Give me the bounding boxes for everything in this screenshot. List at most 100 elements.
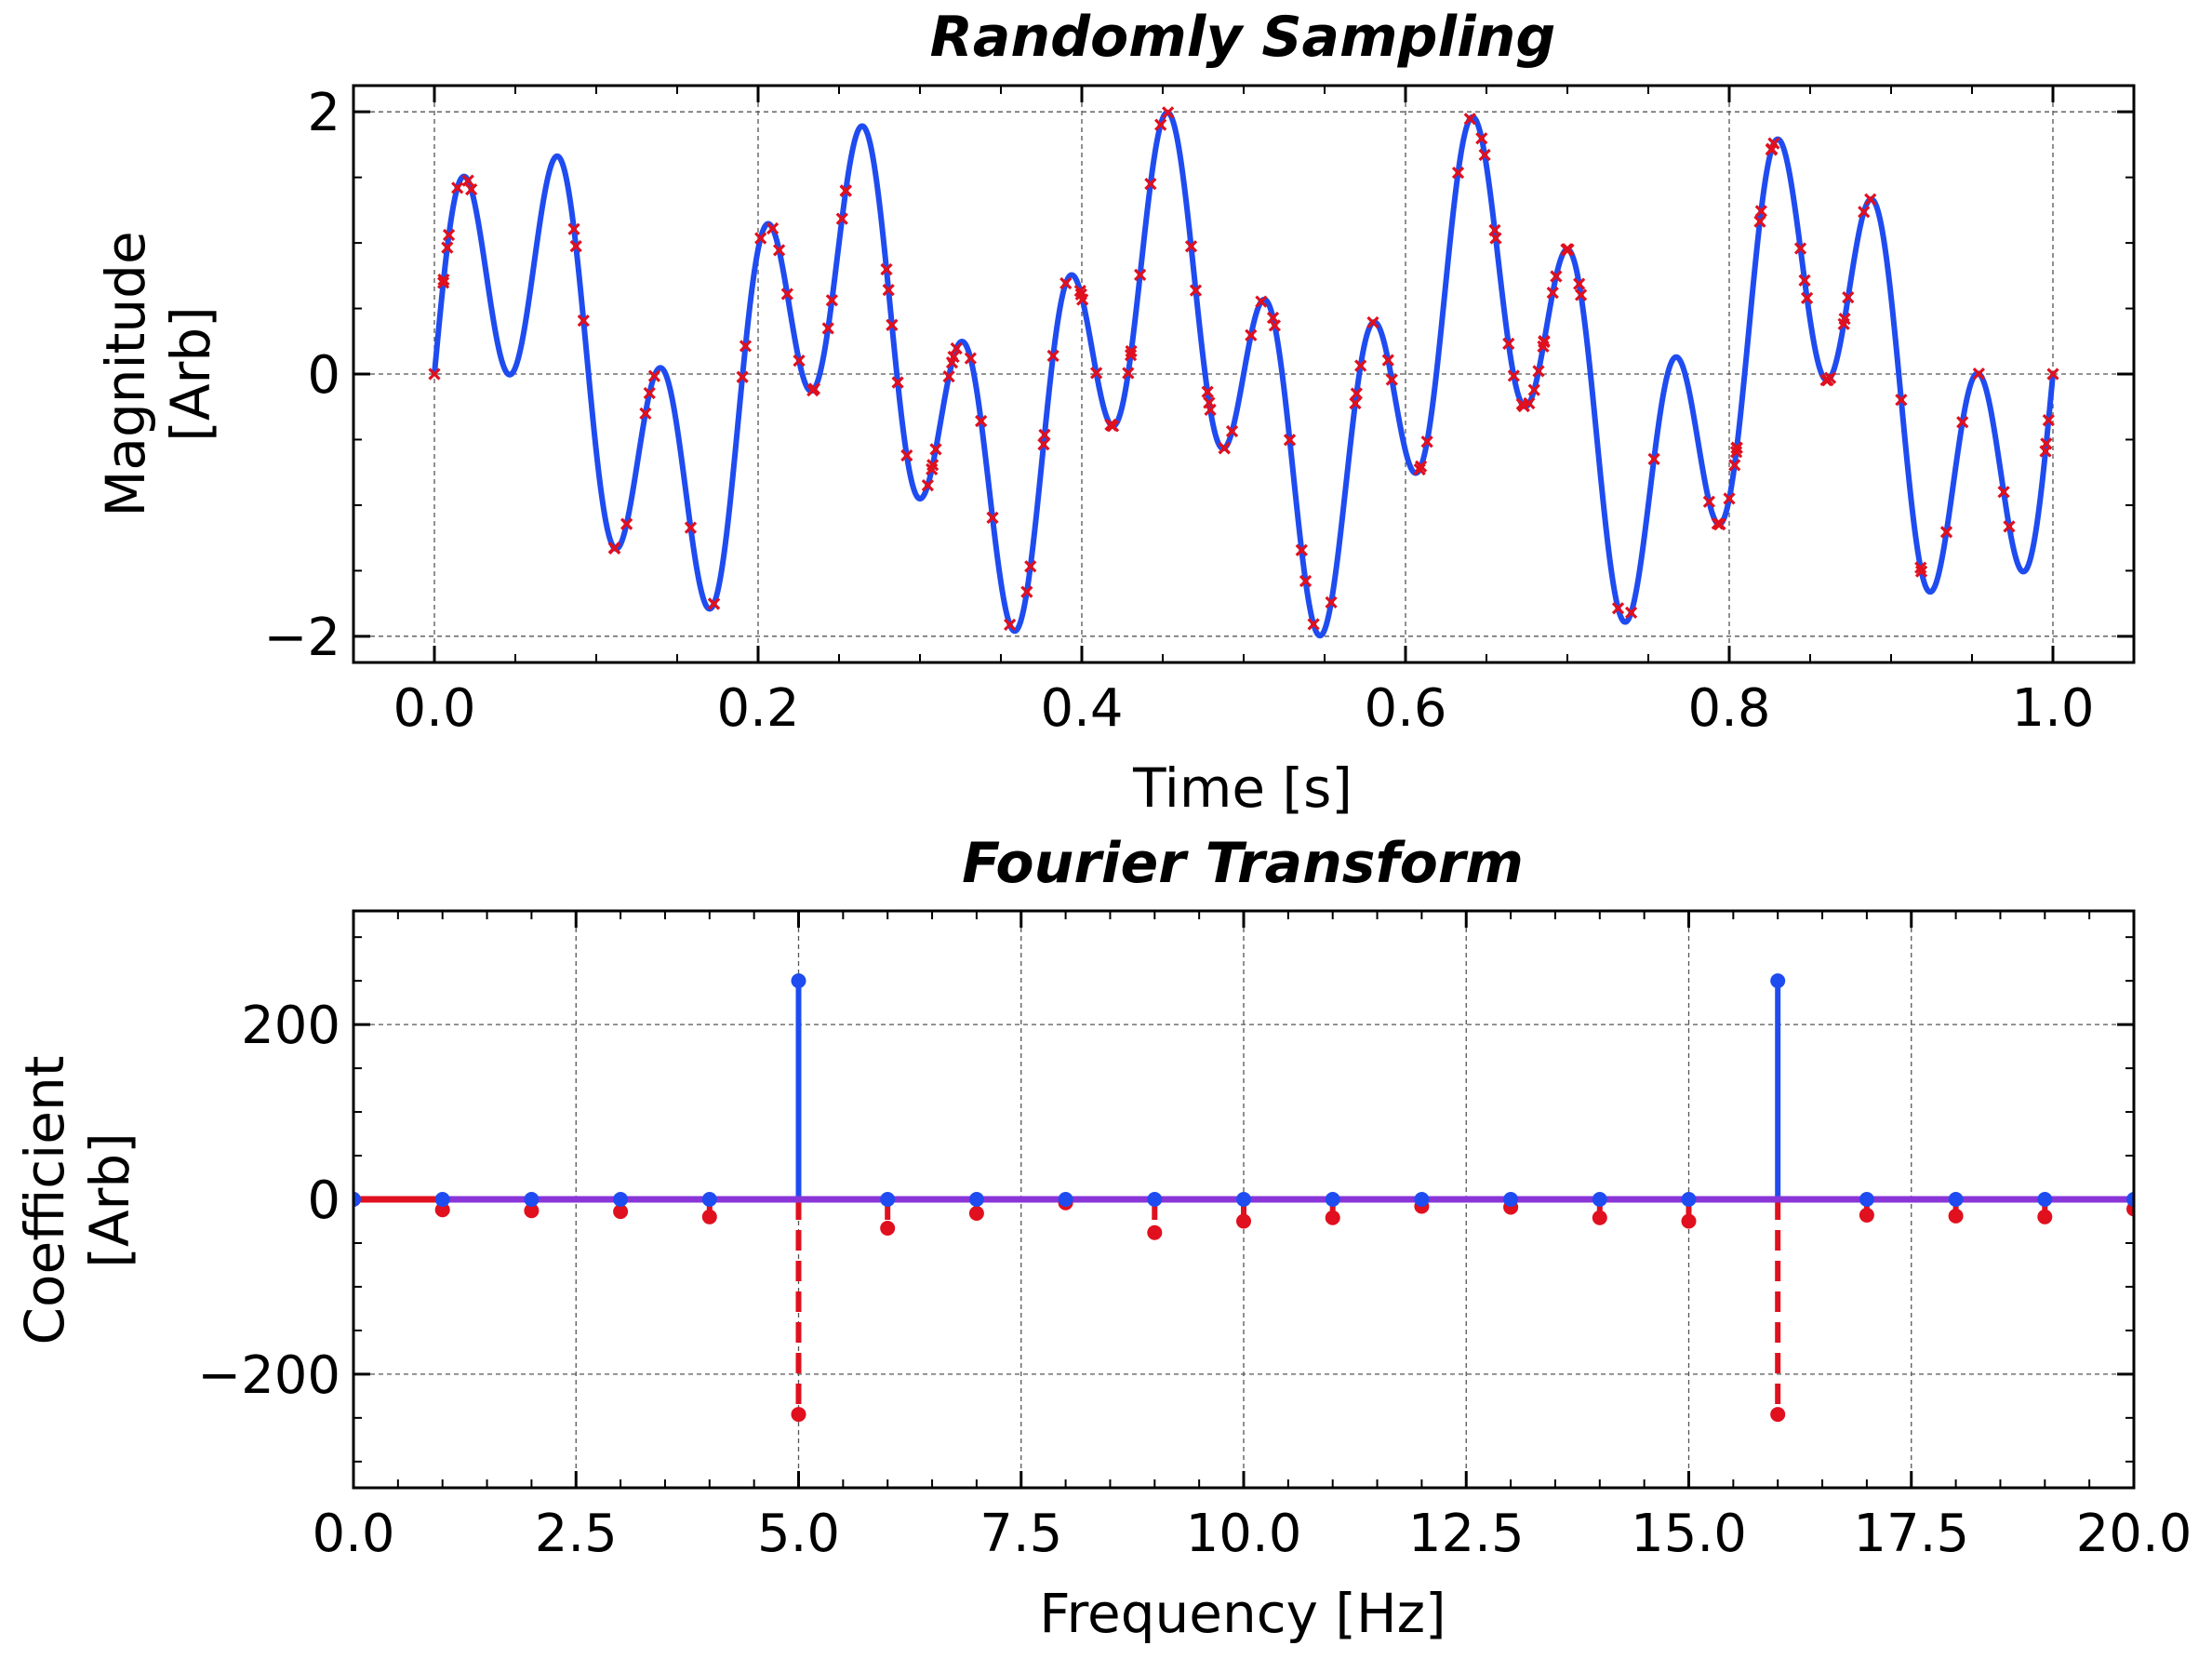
sample-marker — [567, 222, 580, 235]
sample-marker — [921, 478, 935, 492]
sample-marker — [1076, 293, 1089, 306]
sample-marker — [1723, 492, 1736, 505]
fourier-chart-frame — [352, 909, 2136, 1490]
x-tick-label: 1.0 — [2011, 678, 2094, 739]
sample-marker — [942, 369, 955, 383]
x-tick-label: 0.2 — [716, 678, 799, 739]
sample-marker — [1702, 495, 1716, 508]
fourier-chart-tick-labels: 0.0 2.5 5.0 7.5 10.0 12.5 15.0 17.5 20.0 −200 0 200 — [197, 996, 2192, 1564]
sample-marker — [739, 340, 753, 353]
sample-marker — [1538, 334, 1551, 348]
real-marker — [791, 973, 806, 989]
sample-marker — [1728, 459, 1741, 472]
real-marker — [2037, 1192, 2053, 1207]
signal-curve — [432, 109, 2056, 639]
fourier-chart-title: Fourier Transform — [962, 831, 1524, 896]
sample-marker — [1523, 396, 1536, 410]
real-marker — [1948, 1192, 1964, 1207]
sample-marker — [1037, 437, 1050, 451]
x-tick-label: 5.0 — [757, 1504, 840, 1564]
sample-marker — [2040, 437, 2053, 450]
y-tick-label: −2 — [263, 608, 340, 668]
imag-marker — [1236, 1213, 1251, 1229]
sample-marker — [441, 241, 454, 254]
sample-marker — [839, 184, 852, 197]
imag-marker — [1592, 1210, 1607, 1225]
sample-marker — [647, 369, 661, 382]
sample-marker — [1038, 428, 1051, 442]
sample-marker — [1502, 337, 1515, 351]
sample-marker — [1144, 177, 1157, 191]
sample-marker — [577, 314, 590, 328]
real-markers — [353, 973, 2134, 1207]
sample-marker — [428, 368, 441, 381]
sample-marker — [1972, 367, 1985, 381]
x-tick-label: 0.6 — [1364, 678, 1446, 739]
imag-marker — [880, 1221, 896, 1236]
fourier-x-axis-label: Frequency [Hz] — [1039, 1582, 1446, 1645]
sample-marker — [1350, 387, 1363, 400]
sample-marker — [442, 228, 456, 242]
real-marker — [1147, 1192, 1163, 1207]
x-tick-label: 10.0 — [1186, 1504, 1302, 1564]
sample-marker — [1478, 148, 1491, 162]
sample-marker — [1864, 193, 1877, 206]
time-chart-title: Randomly Sampling — [930, 5, 1556, 70]
sample-marker — [461, 174, 474, 187]
fourier-y-axis-label-line1: Coefficient — [13, 1056, 76, 1345]
sample-marker — [900, 448, 913, 462]
sample-marker — [1201, 385, 1214, 398]
sample-marker — [1798, 274, 1811, 287]
imag-marker — [2037, 1209, 2053, 1224]
sample-marker — [986, 511, 999, 525]
imag-marker — [968, 1206, 984, 1222]
real-marker — [1503, 1192, 1519, 1207]
sample-marker — [1004, 618, 1017, 632]
time-x-axis-label: Time [s] — [1132, 756, 1353, 820]
y-tick-label: −200 — [197, 1345, 340, 1406]
sample-marker — [1574, 288, 1588, 301]
imag-marker — [524, 1203, 540, 1219]
sample-marker — [975, 414, 988, 428]
real-marker — [1592, 1192, 1607, 1207]
sample-marker — [2003, 520, 2016, 533]
y-tick-label: 0 — [307, 345, 340, 406]
sample-marker — [1189, 284, 1203, 297]
sample-marker — [1161, 106, 1175, 119]
sample-marker — [821, 322, 834, 335]
time-domain-chart: Randomly Sampling 0.0 0.2 0.4 0.6 0.8 1.0 −2 0 2… — [94, 5, 2136, 820]
sample-marker — [451, 181, 464, 194]
x-tick-label: 15.0 — [1631, 1504, 1747, 1564]
imag-marker — [434, 1202, 450, 1218]
fourier-y-axis-label-line2: [Arb] — [78, 1132, 141, 1268]
sample-marker — [1124, 348, 1138, 362]
sample-marker — [1283, 434, 1297, 447]
x-tick-label: 17.5 — [1853, 1504, 1969, 1564]
x-tick-label: 20.0 — [2076, 1504, 2192, 1564]
sample-marker — [1754, 205, 1767, 218]
sample-marker — [2046, 368, 2059, 381]
sample-marker — [772, 244, 786, 257]
sample-marker — [1184, 240, 1198, 253]
sample-marker — [643, 386, 656, 400]
sample-marker — [1532, 365, 1545, 378]
x-tick-label: 12.5 — [1408, 1504, 1525, 1564]
sample-marker — [707, 597, 721, 610]
real-marker — [2126, 1192, 2134, 1207]
real-marker — [1681, 1192, 1697, 1207]
real-marker — [701, 1192, 717, 1207]
sample-marker — [950, 341, 963, 355]
sample-marker — [1089, 367, 1103, 380]
sample-marker — [1354, 359, 1367, 372]
imag-marker — [1147, 1224, 1163, 1240]
sample-marker — [880, 262, 893, 276]
sample-marker — [1507, 369, 1520, 382]
sample-marker — [1154, 118, 1167, 131]
sample-marker — [891, 376, 904, 389]
x-tick-label: 7.5 — [979, 1504, 1062, 1564]
sample-marker — [1325, 595, 1338, 609]
x-tick-label: 0.0 — [393, 678, 475, 739]
sample-marker — [1550, 270, 1563, 283]
time-chart-frame — [352, 84, 2136, 664]
real-marker — [524, 1192, 540, 1207]
